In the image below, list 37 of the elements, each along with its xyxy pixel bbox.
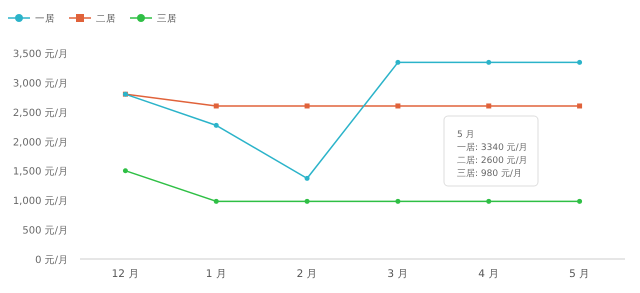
x-tick-label: 2 月 [296,268,318,280]
y-tick-label: 1,000 元/月 [12,196,68,208]
point [577,103,582,108]
annotation: 5 月 [457,130,475,140]
y-tick-label: 2,000 元/月 [12,137,68,148]
point [577,60,582,65]
point [214,122,219,128]
point [214,198,219,204]
point [486,103,492,108]
point [486,198,492,204]
annotation: 三居: 980 元/月 [457,168,522,179]
point [304,198,310,204]
annotation: 一居: 3340 元/月 [457,142,528,153]
y-tick-label: 1,500 元/月 [12,166,68,178]
x-tick-label: 4 月 [478,268,500,280]
y-tick-label: 500 元/月 [22,226,68,237]
point [122,168,128,174]
point [395,60,400,65]
annotation: 二居: 2600 元/月 [457,155,528,166]
y-tick-label: 3,000 元/月 [12,78,68,90]
legend-label: 三居 [157,14,177,24]
point [304,103,310,108]
y-tick-label: 0 元/月 [35,255,68,266]
y-tick-label: 2,500 元/月 [12,108,68,119]
x-tick-label: 5 月 [569,268,590,280]
point [577,198,582,204]
x-tick-label: 12 月 [112,268,140,280]
point [304,176,310,181]
point [395,103,400,108]
y-tick-label: 3,500 元/月 [12,49,68,60]
point [486,60,492,65]
point [395,198,400,204]
x-tick-label: 1 月 [206,268,227,280]
x-tick-label: 3 月 [387,268,408,280]
legend-label: 二居 [96,14,116,24]
point [214,103,219,108]
legend-label: 一居 [35,14,55,24]
